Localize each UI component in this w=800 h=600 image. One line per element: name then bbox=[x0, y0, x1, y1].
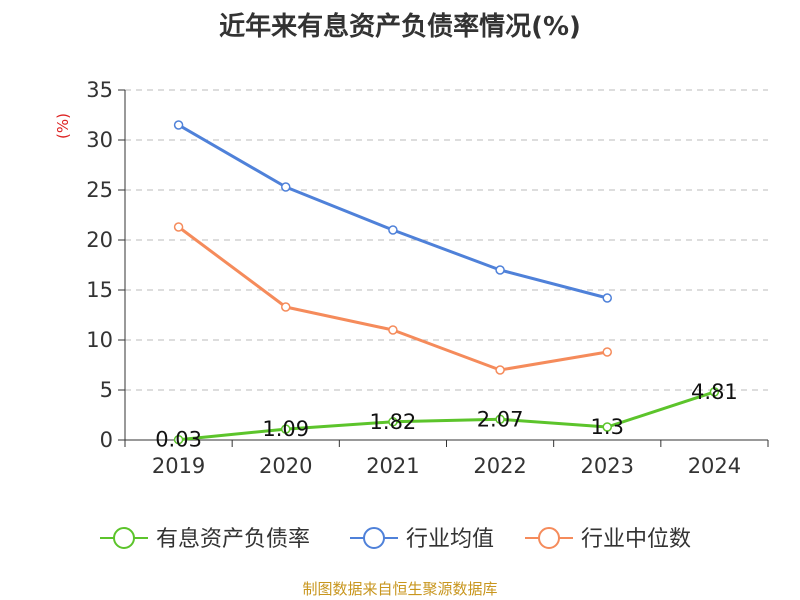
y-tick-label-10: 10 bbox=[86, 328, 113, 352]
legend-item-2: 行业中位数 bbox=[525, 527, 691, 552]
y-tick-label-0: 0 bbox=[100, 428, 113, 452]
y-tick-label-20: 20 bbox=[86, 228, 113, 252]
data-point-1-2019 bbox=[173, 120, 184, 130]
legend-swatch-marker-2 bbox=[538, 527, 560, 549]
series-line-1 bbox=[177, 123, 608, 300]
legend-swatch-marker-1 bbox=[363, 527, 385, 549]
data-labels: 0.03 1.09 1.82 2.07 1.3 4.81 bbox=[155, 380, 738, 452]
data-point-0-2021 bbox=[388, 417, 398, 427]
axes bbox=[124, 90, 768, 441]
data-point-0-2022 bbox=[495, 414, 505, 425]
x-tick-label-2024: 2024 bbox=[688, 454, 741, 478]
legend-label-2: 行业中位数 bbox=[581, 527, 691, 552]
x-tick-label-2019: 2019 bbox=[152, 454, 205, 478]
data-point-2-2019 bbox=[173, 222, 184, 232]
legend-label-0: 有息资产负债率 bbox=[156, 527, 310, 552]
data-source-note: 制图数据来自恒生聚源数据库 bbox=[302, 580, 498, 598]
data-point-1-2021 bbox=[388, 225, 398, 235]
y-tick-label-30: 30 bbox=[86, 128, 113, 152]
data-point-1-2022 bbox=[495, 265, 505, 275]
data-point-1-2020 bbox=[281, 182, 291, 192]
y-axis-ticks: 0 5 10 15 20 25 30 35 bbox=[86, 78, 125, 452]
legend: 有息资产负债率 行业均值 行业中位数 bbox=[100, 527, 691, 552]
x-tick-label-2022: 2022 bbox=[473, 454, 526, 478]
data-point-0-2020 bbox=[281, 424, 291, 434]
series-0 bbox=[173, 387, 720, 445]
data-point-0-2023 bbox=[602, 422, 612, 432]
data-label-2020: 1.09 bbox=[262, 417, 309, 441]
legend-swatch-marker-0 bbox=[113, 527, 135, 549]
data-label-2024: 4.81 bbox=[691, 380, 738, 404]
legend-label-1: 行业均值 bbox=[406, 527, 494, 552]
data-label-2023: 1.3 bbox=[591, 415, 624, 439]
series-line-0 bbox=[178, 390, 715, 442]
y-tick-label-15: 15 bbox=[86, 278, 113, 302]
series-1 bbox=[173, 120, 612, 303]
x-tick-label-2021: 2021 bbox=[366, 454, 419, 478]
y-tick-label-5: 5 bbox=[100, 378, 113, 402]
x-tick-label-2020: 2020 bbox=[259, 454, 312, 478]
data-point-0-2024 bbox=[709, 387, 720, 397]
x-axis-ticks: 2019 2020 2021 2022 2023 2024 bbox=[124, 440, 769, 478]
data-point-2-2023 bbox=[602, 347, 612, 357]
series-lines bbox=[173, 120, 720, 445]
data-point-2-2021 bbox=[388, 325, 398, 335]
data-point-1-2023 bbox=[602, 293, 612, 303]
grid-lines bbox=[125, 89, 768, 391]
chart-title: 近年来有息资产负债率情况(%) bbox=[219, 12, 581, 42]
data-label-2021: 1.82 bbox=[370, 410, 417, 434]
y-axis-unit-label: (%) bbox=[54, 113, 72, 139]
y-tick-label-25: 25 bbox=[86, 178, 113, 202]
x-tick-label-2023: 2023 bbox=[581, 454, 634, 478]
data-point-2-2020 bbox=[281, 302, 291, 312]
y-tick-label-35: 35 bbox=[86, 78, 113, 102]
legend-item-1: 行业均值 bbox=[350, 527, 494, 552]
data-label-2019: 0.03 bbox=[155, 428, 202, 452]
series-line-2 bbox=[177, 225, 608, 372]
data-point-0-2019 bbox=[173, 434, 184, 445]
data-label-2022: 2.07 bbox=[477, 407, 524, 431]
data-point-2-2022 bbox=[495, 365, 505, 375]
legend-item-0: 有息资产负债率 bbox=[100, 527, 310, 552]
series-2 bbox=[173, 222, 612, 375]
